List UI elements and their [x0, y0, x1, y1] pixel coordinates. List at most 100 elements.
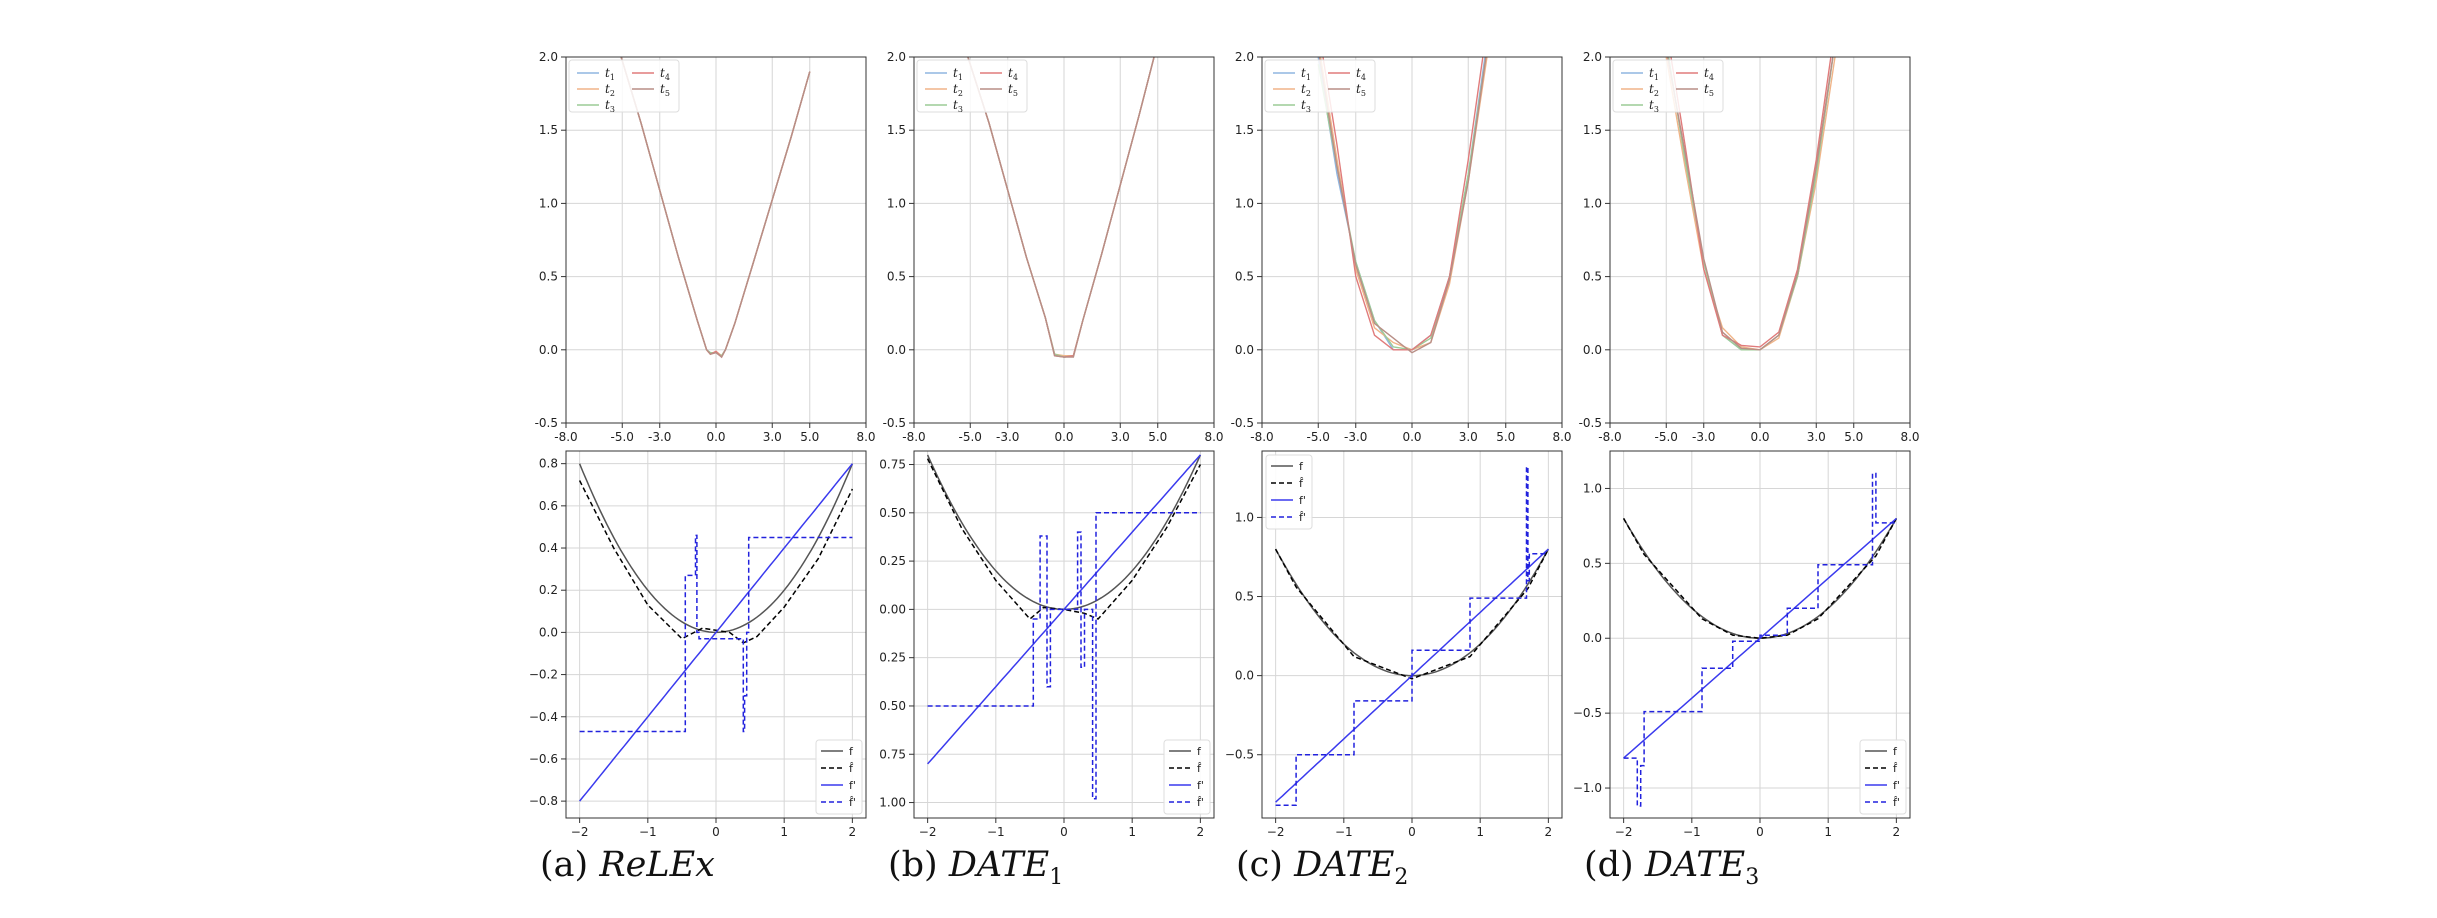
x-tick-label: 3.0	[1459, 430, 1478, 444]
y-tick-label: 2.0	[887, 50, 906, 64]
y-tick-label: 2.0	[539, 50, 558, 64]
y-tick-label: −0.6	[529, 752, 558, 766]
legend-label: t3	[953, 98, 963, 114]
x-tick-label: -5.0	[1655, 430, 1678, 444]
x-tick-label: 1	[780, 825, 788, 839]
caption-c: (c) DATE2	[1236, 845, 1408, 890]
legend-label-sub: 4	[665, 73, 670, 82]
y-tick-label: 0.0	[887, 343, 906, 357]
legend-label: f̂	[1299, 477, 1304, 490]
legend-label: t4	[1008, 66, 1018, 82]
series-group	[1622, 472, 1898, 807]
x-tick-label: -3.0	[1692, 430, 1715, 444]
caption-d-name: DATE	[1644, 845, 1746, 885]
legend-label: t2	[605, 82, 615, 98]
y-tick-label: 0.8	[539, 457, 558, 471]
x-tick-label: 3.0	[763, 430, 782, 444]
legend-label: f'	[1299, 494, 1306, 507]
plot-frame	[565, 450, 867, 819]
legend-label: t5	[660, 82, 670, 98]
y-tick-label: 0.5	[539, 270, 558, 284]
x-tick-label: -5.0	[1307, 430, 1330, 444]
legend-box	[1265, 454, 1313, 530]
legend-label-sub: 3	[610, 105, 615, 114]
caption-b-name: DATE	[948, 845, 1050, 885]
y-tick-label: 1.0	[1583, 196, 1602, 210]
legend-label: f	[849, 745, 854, 758]
y-tick-label: 0.5	[1583, 556, 1602, 570]
y-tick-label: 0.25	[879, 651, 906, 665]
y-tick-label: 0.5	[887, 270, 906, 284]
caption-a: (a) ReLEx	[540, 845, 715, 890]
series-group	[1665, 57, 1836, 351]
y-tick-label: 0.5	[1583, 270, 1602, 284]
legend: f f̂ f' f̂'	[1163, 739, 1211, 815]
x-tick-label: 2	[1197, 825, 1205, 839]
legend-box	[1163, 739, 1211, 815]
series-line	[579, 534, 853, 733]
legend-label-sub: 5	[1709, 89, 1714, 98]
legend-label: t5	[1704, 82, 1714, 98]
x-tick-label: −1	[987, 825, 1005, 839]
x-tick-label: −2	[1615, 825, 1633, 839]
y-tick-label: -0.5	[883, 416, 906, 430]
legend-label-sub: 4	[1709, 73, 1714, 82]
x-tick-label: 2	[1893, 825, 1901, 839]
series-line	[967, 57, 1155, 357]
legend-label-sub: 4	[1361, 73, 1366, 82]
y-tick-label: -0.5	[535, 416, 558, 430]
legend-label: t4	[1704, 66, 1714, 82]
series-line	[1275, 466, 1549, 807]
y-tick-label: 0.0	[539, 625, 558, 639]
y-tick-label: −0.2	[529, 668, 558, 682]
y-tick-label: 0.0	[1235, 343, 1254, 357]
legend-label-sub: 5	[1361, 89, 1366, 98]
x-tick-label: 2	[1545, 825, 1553, 839]
x-tick-label: 5.0	[1844, 430, 1863, 444]
y-tick-label: −0.5	[1573, 706, 1602, 720]
x-tick-label: 8.0	[1900, 430, 1919, 444]
y-tick-label: 0.50	[879, 699, 906, 713]
y-tick-label: 0.0	[1235, 669, 1254, 683]
x-tick-label: −1	[1683, 825, 1701, 839]
caption-c-name: DATE	[1294, 845, 1395, 885]
caption-b: (b) DATE1	[888, 845, 1063, 890]
x-tick-label: 3.0	[1807, 430, 1826, 444]
x-tick-label: −2	[1267, 825, 1285, 839]
y-tick-label: 0.25	[879, 554, 906, 568]
x-tick-label: 8.0	[856, 430, 875, 444]
legend-label-sub: 1	[610, 73, 615, 82]
legend-label: f̂	[1893, 762, 1898, 775]
y-tick-label: 2.0	[1235, 50, 1254, 64]
legend-label: t1	[953, 66, 963, 82]
x-tick-label: -5.0	[611, 430, 634, 444]
legend-label: t5	[1356, 82, 1366, 98]
y-tick-label: 1.0	[1235, 196, 1254, 210]
legend-label: f̂	[1197, 762, 1202, 775]
x-tick-label: 0.0	[1054, 430, 1073, 444]
legend-label-sub: 5	[665, 89, 670, 98]
y-tick-label: −1.0	[1573, 781, 1602, 795]
y-tick-label: 1.00	[879, 796, 906, 810]
legend-label-sub: 3	[958, 105, 963, 114]
x-tick-label: 0	[712, 825, 720, 839]
y-tick-label: 1.0	[539, 196, 558, 210]
y-tick-label: 1.5	[539, 123, 558, 137]
x-tick-label: 0.0	[1402, 430, 1421, 444]
panel-d-top: -8.0 -5.0 -3.0 0.0 3.0 5.0 8.0 -0.5 0.0 0.5 1.0 1.5…	[1579, 50, 1920, 444]
x-tick-label: 8.0	[1552, 430, 1571, 444]
y-tick-label: 1.0	[1235, 510, 1254, 524]
legend-label: t2	[953, 82, 963, 98]
legend-label: f'	[849, 779, 856, 792]
legend-label: f	[1197, 745, 1202, 758]
series-line	[967, 57, 1155, 358]
series-group	[578, 463, 854, 802]
legend-label-sub: 1	[958, 73, 963, 82]
legend-label: t4	[1356, 66, 1366, 82]
plot-frame	[913, 56, 1215, 424]
legend-box	[815, 739, 863, 815]
x-tick-label: -3.0	[648, 430, 671, 444]
y-tick-label: 0.0	[1583, 631, 1602, 645]
legend: f f̂ f' f̂'	[1859, 739, 1907, 815]
series-line	[579, 463, 853, 802]
